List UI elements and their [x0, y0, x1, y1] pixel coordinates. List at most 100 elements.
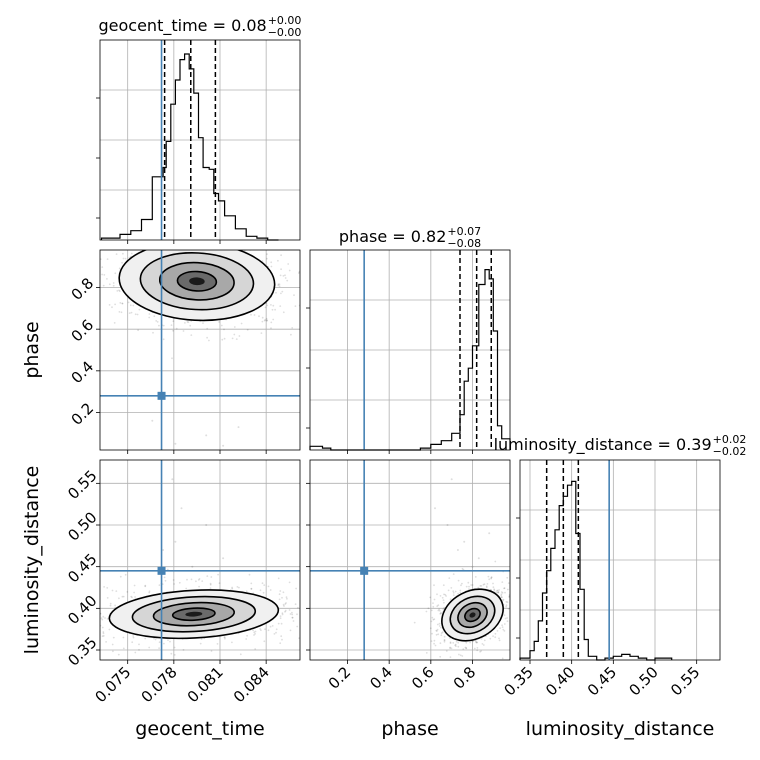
sample-point — [290, 333, 292, 336]
x-tick-label: 0.8 — [450, 663, 480, 693]
y-axis-label-luminosity_distance: luminosity_distance — [21, 466, 43, 655]
sample-point — [132, 304, 135, 307]
sample-point — [440, 611, 442, 614]
panel-frame — [309, 459, 511, 661]
sample-point — [507, 582, 510, 584]
histogram-luminosity_distance — [519, 480, 673, 661]
sample-point — [434, 507, 436, 510]
sample-point — [497, 592, 499, 594]
sample-point — [209, 583, 212, 586]
sample-point — [460, 584, 462, 587]
sample-point — [475, 641, 478, 644]
sample-point — [481, 643, 484, 645]
y-tick-label: 0.2 — [68, 399, 98, 429]
sample-point — [456, 549, 459, 551]
sample-point — [100, 617, 103, 619]
sample-point — [236, 586, 239, 588]
sample-point — [58, 628, 60, 630]
sample-point — [498, 589, 500, 591]
sample-point — [452, 573, 455, 575]
sample-point — [432, 618, 435, 621]
sample-point — [216, 643, 219, 645]
sample-point — [465, 647, 468, 650]
sample-point — [58, 279, 60, 281]
panel-frame — [309, 249, 511, 451]
sample-point — [148, 591, 151, 594]
sample-point — [118, 597, 120, 600]
sample-point — [124, 573, 127, 576]
title-lower-error: −0.02 — [713, 445, 747, 458]
sample-point — [503, 623, 506, 625]
sample-point — [498, 637, 500, 640]
title-luminosity_distance: luminosity_distance = 0.39 +0.02−0.02 — [494, 433, 747, 458]
sample-point — [461, 567, 464, 570]
sample-point — [174, 540, 177, 543]
sample-point — [209, 582, 212, 585]
sample-point — [266, 253, 268, 256]
sample-point — [136, 313, 139, 316]
sample-point — [94, 261, 96, 263]
sample-point — [232, 245, 234, 247]
sample-point — [106, 278, 108, 280]
sample-point — [45, 596, 47, 598]
sample-point — [433, 639, 436, 642]
sample-point — [253, 631, 256, 634]
sample-point — [450, 478, 453, 481]
sample-point — [218, 321, 221, 323]
sample-point — [155, 320, 158, 322]
sample-point — [259, 628, 261, 630]
sample-point — [182, 649, 185, 651]
sample-point — [437, 633, 440, 636]
sample-point — [133, 591, 136, 594]
sample-point — [162, 549, 165, 551]
sample-point — [273, 633, 276, 635]
sample-point — [306, 264, 308, 266]
sample-point — [501, 624, 503, 627]
density-level — [185, 611, 203, 617]
sample-point — [131, 596, 133, 599]
sample-point — [279, 305, 282, 307]
sample-point — [449, 642, 452, 644]
sample-point — [288, 609, 291, 611]
sample-point — [191, 565, 194, 568]
x-tick-label: 0.55 — [667, 663, 703, 699]
sample-point — [485, 586, 488, 589]
title-geocent_time: geocent_time = 0.08 +0.00−0.00 — [99, 14, 302, 39]
sample-point — [449, 641, 452, 644]
sample-point — [111, 306, 113, 309]
sample-point — [413, 621, 416, 624]
sample-point — [464, 646, 467, 649]
sample-point — [284, 610, 286, 613]
sample-point — [198, 578, 201, 580]
contour-line — [152, 601, 235, 627]
sample-point — [500, 591, 503, 593]
density-geocent_time-phase — [58, 243, 308, 450]
sample-point — [278, 283, 281, 286]
sample-point — [231, 641, 233, 644]
sample-point — [454, 644, 456, 647]
sample-point — [151, 419, 154, 422]
contour-line — [441, 588, 504, 642]
title-text: phase = 0.82 — [339, 227, 446, 246]
sample-point — [454, 643, 457, 646]
sample-point — [459, 591, 462, 594]
sample-point — [442, 608, 445, 611]
sample-point — [296, 613, 298, 616]
sample-point — [429, 596, 432, 599]
sample-point — [285, 596, 288, 599]
sample-point — [153, 243, 155, 245]
sample-point — [92, 251, 94, 253]
sample-point — [158, 647, 161, 649]
sample-point — [138, 649, 140, 651]
sample-point — [158, 245, 160, 247]
sample-point — [503, 587, 506, 589]
sample-point — [480, 638, 483, 640]
sample-point — [465, 585, 468, 588]
sample-point — [490, 577, 492, 580]
sample-point — [173, 583, 176, 585]
sample-point — [501, 581, 504, 583]
sample-point — [134, 313, 137, 316]
sample-point — [277, 283, 280, 286]
sample-point — [439, 642, 442, 645]
sample-point — [276, 246, 278, 248]
